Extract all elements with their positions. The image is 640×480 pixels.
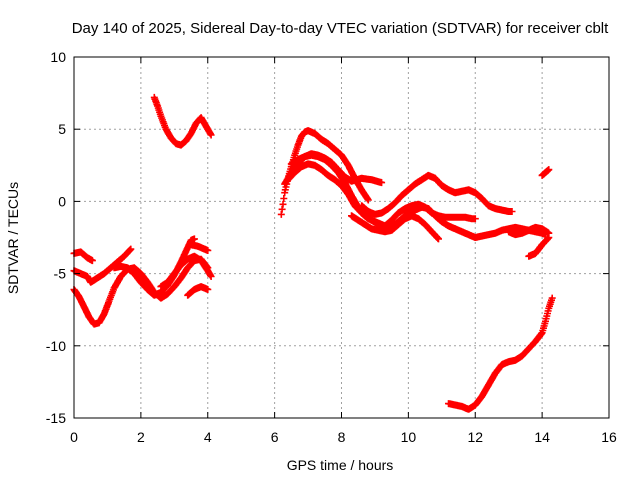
data-points (70, 93, 556, 413)
series-arc-12 (287, 151, 479, 230)
x-tick-label: 16 (601, 429, 617, 445)
x-tick-label: 14 (534, 429, 550, 445)
x-tick-label: 12 (467, 429, 483, 445)
series-arc-7 (184, 283, 212, 299)
y-axis-label: SDTVAR / TECUs (5, 182, 21, 294)
x-tick-label: 2 (137, 429, 145, 445)
data-point-markers (348, 212, 442, 243)
data-point-markers (445, 294, 556, 413)
data-point-markers (187, 241, 212, 254)
axis-ticks: 0 2 4 6 8 10 12 14 16 -15 -10 -5 0 5 10 (46, 49, 617, 445)
series-arc-17 (538, 166, 553, 179)
series-arc-13 (348, 212, 442, 243)
data-point-markers (358, 171, 516, 218)
y-tick-label: 10 (50, 49, 66, 65)
data-point-markers (157, 252, 215, 291)
data-point-markers (538, 166, 553, 179)
series-arc-16 (525, 234, 553, 260)
data-point-markers (505, 223, 553, 239)
chart-title: Day 140 of 2025, Sidereal Day-to-day VTE… (72, 20, 609, 37)
series-arc-15 (505, 223, 553, 239)
data-point-markers (184, 283, 212, 299)
y-tick-label: -15 (46, 410, 66, 426)
series-arc-6 (187, 241, 212, 254)
x-tick-label: 10 (401, 429, 417, 445)
data-point-markers (525, 234, 553, 260)
data-point-markers (150, 93, 215, 149)
x-tick-label: 6 (271, 429, 279, 445)
y-tick-label: -5 (54, 266, 67, 282)
series-arc-18 (445, 294, 556, 413)
y-tick-label: -10 (46, 338, 66, 354)
y-tick-label: 5 (58, 121, 66, 137)
x-tick-label: 0 (70, 429, 78, 445)
y-tick-label: 0 (58, 193, 66, 209)
data-point-markers (287, 151, 479, 230)
series-arc-5 (157, 252, 215, 291)
x-tick-label: 8 (338, 429, 346, 445)
x-tick-label: 4 (204, 429, 212, 445)
grid-lines (74, 57, 609, 418)
series-arc-8 (150, 93, 215, 149)
x-axis-label: GPS time / hours (287, 457, 394, 473)
series-arc-14 (358, 171, 516, 218)
